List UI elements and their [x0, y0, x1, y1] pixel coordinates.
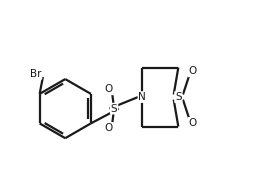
- Text: O: O: [188, 66, 197, 76]
- Text: O: O: [105, 84, 113, 94]
- Text: N: N: [139, 92, 146, 102]
- Text: Br: Br: [30, 69, 41, 79]
- Text: O: O: [188, 118, 197, 128]
- Text: S: S: [175, 92, 182, 102]
- Text: O: O: [105, 123, 113, 133]
- Text: S: S: [111, 104, 117, 114]
